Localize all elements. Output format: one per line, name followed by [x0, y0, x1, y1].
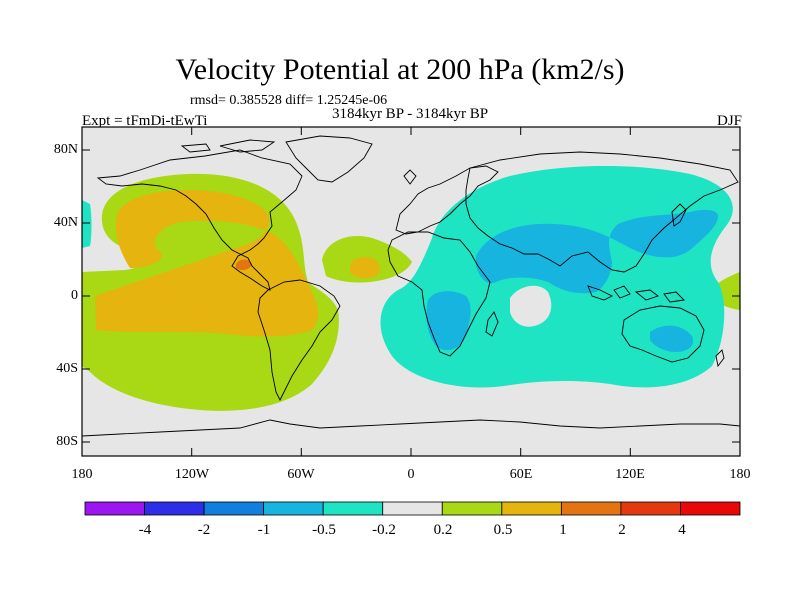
- colorbar-swatch: [263, 501, 324, 516]
- lon-ticks: [81, 127, 741, 456]
- period-subtitle: 3184kyr BP - 3184kyr BP: [331, 106, 489, 122]
- colorbar-label: 0.2: [433, 522, 453, 538]
- coastlines: [82, 135, 740, 437]
- colorbar-label: -0.5: [312, 522, 336, 538]
- coast-new-zealand: [715, 349, 725, 368]
- lon-label-180w: 180: [71, 467, 93, 482]
- positive-contour-inner: [95, 190, 319, 337]
- colorbar-swatch: [322, 501, 384, 516]
- colorbar-swatch: [144, 501, 205, 516]
- coast-south-america: [257, 279, 341, 402]
- coast-europe: [395, 165, 499, 235]
- coast-arctic-islands: [180, 139, 276, 153]
- colorbar-swatch: [501, 501, 562, 516]
- lon-label-120e: 120E: [615, 467, 645, 482]
- colorbar-label: 0.5: [493, 522, 513, 538]
- lat-label-40s: 40S: [56, 361, 78, 376]
- positive-contour-atlantic-inner: [350, 257, 380, 279]
- colorbar-label: -1: [257, 522, 271, 538]
- negative-contour-westedge: [82, 200, 92, 248]
- lat-label-40n: 40N: [53, 215, 78, 230]
- lon-label-60w: 60W: [287, 467, 315, 482]
- colorbar-label: 4: [678, 522, 686, 538]
- contour-fields: [82, 165, 740, 411]
- colorbar: [84, 501, 741, 516]
- negative-contour-africa: [426, 291, 471, 351]
- coast-japan: [671, 203, 687, 227]
- lon-label-60e: 60E: [509, 467, 533, 482]
- lat-label-80s: 80S: [56, 434, 78, 449]
- coast-madagascar: [485, 311, 499, 337]
- colorbar-swatch: [382, 501, 443, 516]
- colorbar-label: -4: [138, 522, 152, 538]
- colorbar-label: 2: [618, 522, 626, 538]
- colorbar-swatch: [560, 501, 622, 516]
- colorbar-label: -0.2: [372, 522, 396, 538]
- lat-label-eq: 0: [71, 288, 78, 303]
- lon-label-0: 0: [407, 467, 415, 482]
- colorbar-swatch: [84, 501, 145, 516]
- positive-contour-peak: [236, 259, 252, 271]
- colorbar-label: 1: [559, 522, 567, 538]
- stats-label: rmsd= 0.385528 diff= 1.25245e-06: [190, 93, 388, 108]
- negative-contour-inner: [476, 209, 718, 294]
- coast-antarctica: [82, 419, 740, 437]
- map-title: Velocity Potential at 200 hPa (km2/s): [175, 53, 625, 86]
- coast-maritime-continent: [587, 285, 685, 303]
- lat-label-80n: 80N: [53, 142, 78, 157]
- lat-ticks: [82, 149, 740, 443]
- coast-australia: [621, 305, 705, 363]
- experiment-label: Expt = tFmDi-tEwTi: [82, 113, 208, 129]
- colorbar-label: -2: [197, 522, 211, 538]
- coast-africa: [387, 231, 491, 357]
- coast-north-america: [96, 149, 303, 291]
- negative-contour-australia: [650, 325, 694, 352]
- lon-label-120w: 120W: [174, 467, 210, 482]
- lon-label-180e: 180: [729, 467, 751, 482]
- colorbar-swatch: [680, 501, 741, 516]
- colorbar-swatch: [620, 501, 681, 516]
- colorbar-swatch: [203, 501, 265, 516]
- season-label: DJF: [716, 113, 742, 129]
- coast-asia: [465, 151, 739, 273]
- coast-greenland: [285, 135, 373, 183]
- colorbar-swatch: [441, 501, 503, 516]
